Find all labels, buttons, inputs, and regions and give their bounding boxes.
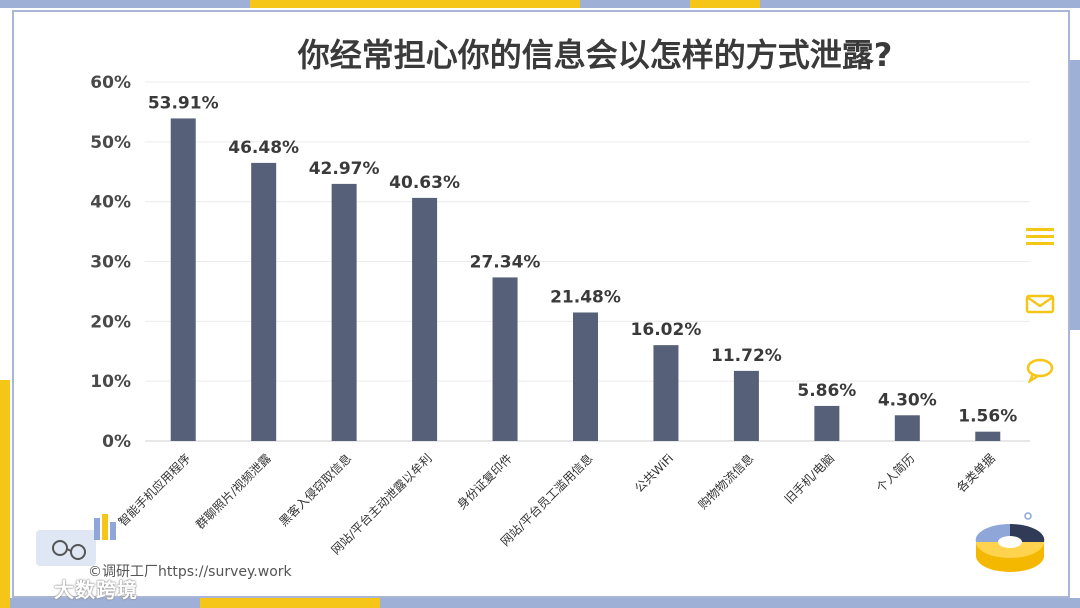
left-accent-bar [0, 380, 10, 608]
data-label: 27.34% [470, 252, 541, 272]
bar [251, 162, 277, 442]
data-label: 42.97% [309, 159, 380, 179]
data-label: 40.63% [389, 173, 460, 193]
y-tick-label: 50% [90, 133, 131, 153]
data-label: 16.02% [631, 320, 702, 340]
mail-icon[interactable] [1024, 293, 1056, 315]
data-label: 11.72% [711, 346, 782, 366]
y-tick-label: 0% [102, 432, 131, 452]
data-label: 21.48% [550, 287, 621, 307]
decorative-glasses-illustration [36, 514, 116, 566]
watermark-text: ©调研工厂https://survey.work [88, 564, 292, 580]
data-label: 5.86% [797, 381, 856, 401]
y-tick-label: 60% [90, 73, 131, 93]
bar [975, 431, 1001, 441]
right-accent-bar [1070, 60, 1080, 330]
y-tick-label: 10% [90, 372, 131, 392]
bar [894, 415, 920, 441]
bar [170, 118, 196, 441]
chat-bubble-icon[interactable] [1024, 357, 1056, 383]
data-label: 4.30% [878, 390, 937, 410]
data-label: 46.48% [228, 138, 299, 158]
brand-logo-text: 大数跨境 [54, 578, 138, 602]
x-tick-label: 公共WiFi [632, 451, 676, 495]
x-tick-label: 各类单据 [953, 451, 998, 496]
y-tick-label: 40% [90, 193, 131, 213]
y-tick-label: 30% [90, 253, 131, 273]
chart-title: 你经常担心你的信息会以怎样的方式泄露? [297, 36, 893, 74]
bar [573, 312, 598, 441]
data-label: 1.56% [958, 407, 1017, 427]
top-accent-bar [0, 0, 1080, 8]
x-tick-label: 身份证复印件 [454, 451, 516, 513]
slide-frame [12, 10, 1070, 598]
x-tick-label: 黑客入侵窃取信息 [276, 451, 354, 529]
bar [814, 405, 840, 441]
x-tick-label: 旧手机/电脑 [782, 451, 837, 506]
bar [733, 370, 759, 441]
decorative-pie-icon [975, 512, 1045, 572]
bar [331, 183, 357, 441]
menu-lines-icon[interactable] [1024, 226, 1056, 248]
bottom-accent-bar [0, 598, 1080, 608]
x-tick-label: 网站/平台员工滥用信息 [497, 451, 595, 549]
data-label: 53.91% [148, 93, 219, 113]
bar [492, 277, 518, 441]
x-tick-label: 购物物流信息 [695, 451, 757, 513]
x-tick-label: 群聊照片/视频泄露 [192, 451, 273, 532]
bar [412, 197, 438, 441]
bar [653, 345, 679, 441]
y-tick-label: 20% [90, 312, 131, 332]
x-tick-label: 个人简历 [874, 451, 918, 495]
